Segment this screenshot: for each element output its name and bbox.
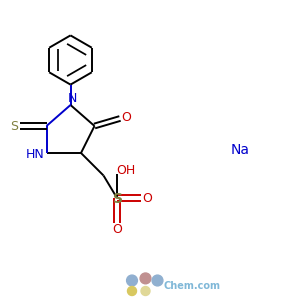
Circle shape	[128, 286, 136, 296]
Circle shape	[152, 275, 163, 286]
Text: O: O	[122, 111, 131, 124]
Text: Chem.com: Chem.com	[164, 280, 220, 291]
Text: N: N	[67, 92, 77, 105]
Circle shape	[127, 275, 137, 286]
Circle shape	[141, 286, 150, 296]
Text: HN: HN	[26, 148, 44, 161]
Text: OH: OH	[116, 164, 136, 178]
Circle shape	[140, 273, 151, 284]
Text: O: O	[143, 191, 152, 205]
Text: O: O	[112, 223, 122, 236]
Text: S: S	[10, 119, 18, 133]
Text: S: S	[112, 192, 123, 206]
Text: Na: Na	[230, 143, 250, 157]
